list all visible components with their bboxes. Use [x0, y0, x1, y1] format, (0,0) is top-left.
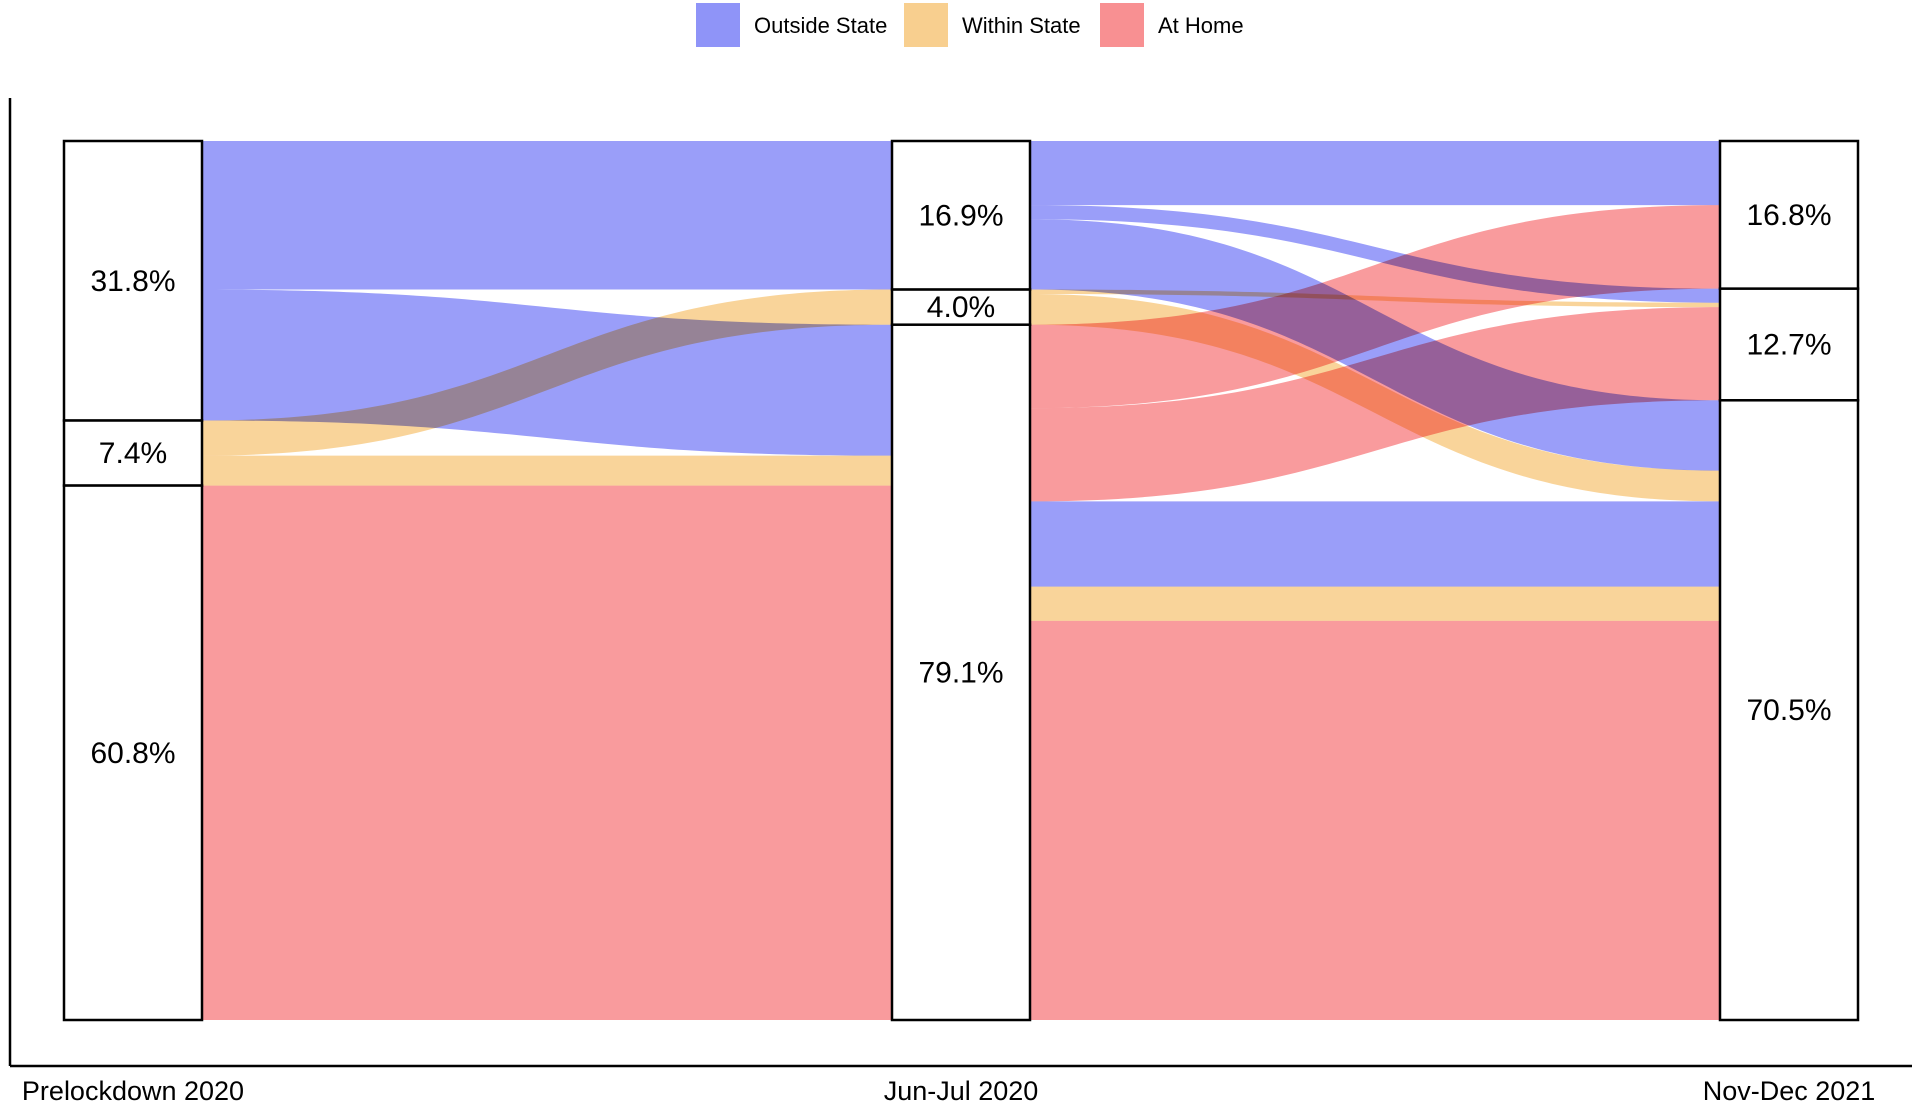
x-tick-label-prelockdown-2020: Prelockdown 2020	[22, 1076, 244, 1105]
node-label-jun-jul-2020-at-home: 79.1%	[918, 656, 1003, 689]
legend-swatch-at-home	[1100, 3, 1144, 47]
legend-label-within-state: Within State	[962, 13, 1081, 38]
flow-within-state-to-within-state-stage1	[202, 289, 892, 456]
flow-at-home-to-within-state-stage2-6	[1030, 307, 1720, 502]
flow-at-home-to-at-home-stage2-7	[1030, 501, 1720, 587]
legend-swatch-outside-state	[696, 3, 740, 47]
stage-axis-labels: Prelockdown 2020 Jun-Jul 2020 Nov-Dec 2021	[22, 1076, 1875, 1105]
node-label-jun-jul-2020-within-state: 4.0%	[927, 291, 995, 324]
node-label-prelockdown-2020-at-home: 60.8%	[90, 737, 175, 770]
flow-outside-state-to-outside-state-stage2-0	[1030, 141, 1720, 206]
legend-label-at-home: At Home	[1158, 13, 1244, 38]
flow-within-state-to-at-home-stage1	[202, 455, 892, 486]
flow-at-home-to-outside-state-stage2-5	[1030, 205, 1720, 409]
x-tick-label-nov-dec-2021: Nov-Dec 2021	[1703, 1076, 1876, 1105]
node-nov-dec-2021-at-home	[1718, 399, 1860, 1022]
legend-label-outside-state: Outside State	[754, 13, 887, 38]
flow-outside-state-to-within-state-stage2-1	[1030, 205, 1720, 303]
node-label-nov-dec-2021-within-state: 12.7%	[1746, 328, 1831, 361]
node-prelockdown-2020-outside-state	[62, 139, 204, 422]
flow-at-home-to-at-home-stage1	[202, 485, 892, 1020]
flow-outside-state-to-outside-state-stage1	[202, 141, 892, 290]
node-label-prelockdown-2020-within-state: 7.4%	[99, 437, 167, 470]
node-prelockdown-2020-within-state	[62, 419, 204, 487]
node-label-nov-dec-2021-at-home: 70.5%	[1746, 694, 1831, 727]
node-label-jun-jul-2020-outside-state: 16.9%	[918, 199, 1003, 232]
flows	[202, 141, 1720, 1020]
x-tick-label-jun-jul-2020: Jun-Jul 2020	[884, 1076, 1039, 1105]
node-nov-dec-2021-outside-state	[1718, 139, 1860, 290]
node-label-nov-dec-2021-outside-state: 16.8%	[1746, 199, 1831, 232]
flow-at-home-to-at-home-stage2-8	[1030, 586, 1720, 621]
node-jun-jul-2020-outside-state	[890, 139, 1032, 291]
stage-nodes: 31.8% 7.4% 60.8% 16.9% 4.0% 79.1% 16.8% 12.7% 70…	[62, 139, 1860, 1022]
node-label-prelockdown-2020-outside-state: 31.8%	[90, 265, 175, 298]
node-prelockdown-2020-at-home	[62, 484, 204, 1022]
node-jun-jul-2020-at-home	[890, 323, 1032, 1022]
node-jun-jul-2020-within-state	[890, 288, 1032, 326]
legend: Outside State Within State At Home	[696, 3, 1244, 47]
node-nov-dec-2021-within-state	[1718, 287, 1860, 402]
flow-at-home-to-at-home-stage2-9	[1030, 620, 1720, 1020]
legend-swatch-within-state	[904, 3, 948, 47]
